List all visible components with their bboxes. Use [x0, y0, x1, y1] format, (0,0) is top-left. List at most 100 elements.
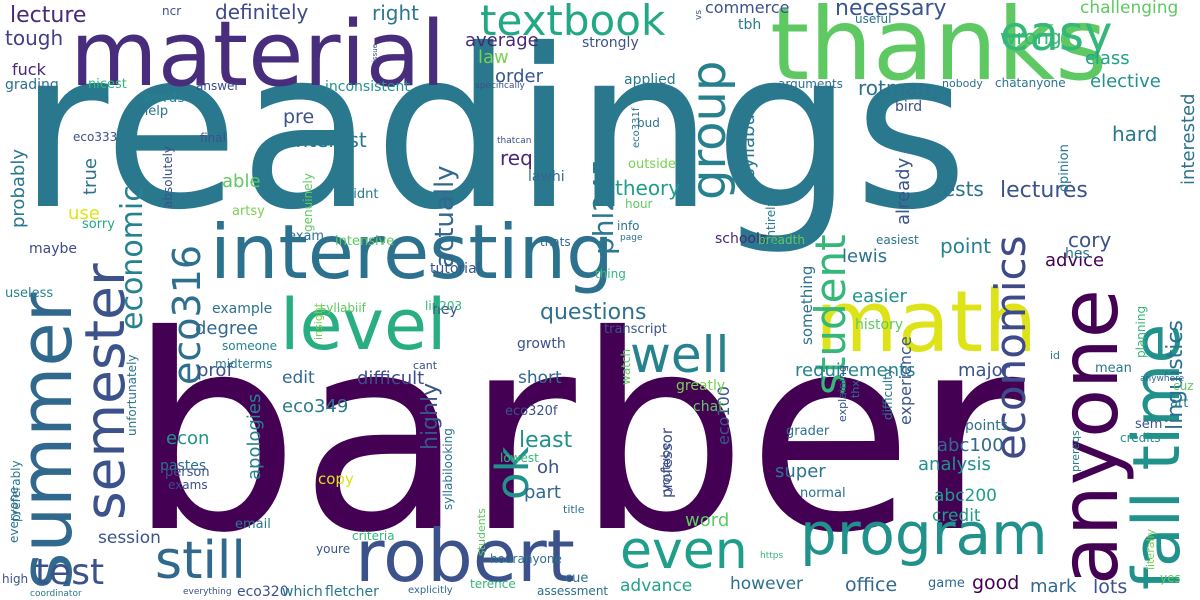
- word-bird: bird: [895, 99, 923, 115]
- word-part: part: [524, 482, 561, 503]
- word-program: program: [800, 500, 1048, 568]
- word-breadth: breadth: [758, 233, 805, 247]
- word-assessment: assessment: [537, 584, 609, 598]
- word-answer: answer: [196, 79, 240, 93]
- word-credits: credits: [1120, 431, 1161, 445]
- word-https: https: [760, 551, 784, 561]
- word-advice: advice: [1045, 250, 1105, 271]
- word-law: law: [478, 47, 509, 68]
- word-even: even: [620, 521, 748, 581]
- word-average: average: [465, 30, 539, 51]
- word-didnt: didnt: [345, 187, 379, 202]
- word-tests: tests: [935, 177, 984, 201]
- word-credit: credit: [932, 506, 981, 526]
- word-specifically: specifically: [475, 81, 525, 91]
- word-however: however: [730, 574, 804, 594]
- word-math: math: [815, 273, 1038, 372]
- word-eco320: eco320: [237, 584, 289, 600]
- word-fuck: fuck: [12, 60, 46, 79]
- word-short: short: [518, 368, 562, 388]
- word-arguments: arguments: [778, 77, 843, 91]
- word-thing: thing: [595, 267, 626, 281]
- word-lots: lots: [1093, 576, 1128, 598]
- word-textbook: textbook: [480, 0, 666, 45]
- word-points: points: [965, 418, 1008, 434]
- word-planning: planning: [1134, 305, 1148, 358]
- word-commerce: commerce: [705, 0, 790, 17]
- word-insight: insight: [312, 302, 325, 340]
- word-readings: readings: [18, 2, 969, 258]
- word-lecture: lecture: [10, 3, 87, 28]
- word-everything: everything: [183, 587, 232, 597]
- word-interesting: interesting: [210, 208, 614, 296]
- word-theory: theory: [615, 176, 681, 200]
- word-genuinely: genuinely: [301, 173, 315, 232]
- word-summer: summer: [4, 292, 88, 590]
- word-something: something: [798, 265, 816, 345]
- word-eco320f: eco320f: [505, 404, 558, 419]
- word-art: art: [1170, 396, 1189, 411]
- word-use: use: [68, 203, 100, 224]
- word-questions: questions: [540, 300, 647, 325]
- word-everyone: everyone: [7, 486, 21, 543]
- word-office: office: [845, 574, 898, 596]
- word-hes: hes: [1065, 246, 1090, 262]
- word-edit: edit: [282, 368, 315, 388]
- word-nobody: nobody: [942, 77, 983, 90]
- word-cant: cant: [413, 359, 438, 372]
- word-inconsistent: inconsistent: [325, 79, 410, 95]
- word-economic: economic: [115, 185, 150, 330]
- word-useless: useless: [5, 286, 54, 301]
- word-anywhere: anywhere: [1140, 374, 1185, 384]
- word-history: history: [855, 317, 904, 333]
- word-lin203: lin203: [425, 299, 463, 313]
- word-grading: grading: [5, 77, 59, 93]
- word-highly: highly: [418, 382, 443, 450]
- word-abc100: abc100: [937, 435, 1004, 456]
- word-coordinator: coordinator: [30, 589, 82, 599]
- word-actually: actually: [430, 165, 460, 268]
- word-person: person: [165, 465, 210, 480]
- word-wrong: wrong: [1000, 25, 1062, 49]
- word-final: final: [200, 131, 226, 145]
- word-already: already: [893, 157, 914, 225]
- word-title: title: [563, 503, 585, 516]
- word-still: still: [155, 531, 246, 591]
- word-difficulty: difficulty: [881, 368, 895, 420]
- word-group: group: [681, 60, 737, 200]
- word-hey: hey: [432, 302, 458, 318]
- word-test: test: [35, 552, 105, 593]
- word-exam: exam: [288, 229, 325, 244]
- word-oh: oh: [537, 457, 560, 478]
- word-students: students: [475, 508, 488, 556]
- word-info: info: [617, 219, 640, 233]
- word-word: word: [685, 510, 730, 531]
- word-chat: chat: [693, 399, 724, 415]
- word-schools: schools: [715, 231, 768, 247]
- word-definitely: definitely: [215, 0, 309, 24]
- word-challenging: challenging: [1080, 0, 1179, 18]
- word-eco349: eco349: [282, 396, 349, 417]
- word-good: good: [972, 572, 1020, 594]
- word-abc200: abc200: [934, 486, 998, 506]
- word-syllabiif: syllabiif: [320, 301, 366, 315]
- word-sorry: sorry: [82, 217, 115, 232]
- word-tutorial: tutorial: [430, 261, 481, 277]
- word-major: major: [958, 360, 1010, 381]
- word-eco100: eco100: [714, 386, 733, 445]
- word-example: example: [212, 301, 273, 317]
- word-easy: easy: [1000, 6, 1113, 62]
- word-literally: literally: [1144, 528, 1157, 570]
- word-class: class: [1085, 48, 1130, 69]
- word-syllabus: syllabus: [738, 104, 759, 178]
- word-difficult: difficult: [357, 368, 425, 389]
- word-sem: sem: [1135, 417, 1163, 432]
- word-necessary: necessary: [835, 0, 947, 21]
- word-able: able: [222, 171, 261, 192]
- word-issue: issue: [371, 44, 379, 62]
- word-criteria: criteria: [352, 529, 395, 543]
- word-normal: normal: [800, 486, 846, 501]
- word-page: page: [620, 233, 643, 243]
- word-thx: thx: [849, 380, 862, 398]
- word-hard: hard: [1112, 122, 1158, 146]
